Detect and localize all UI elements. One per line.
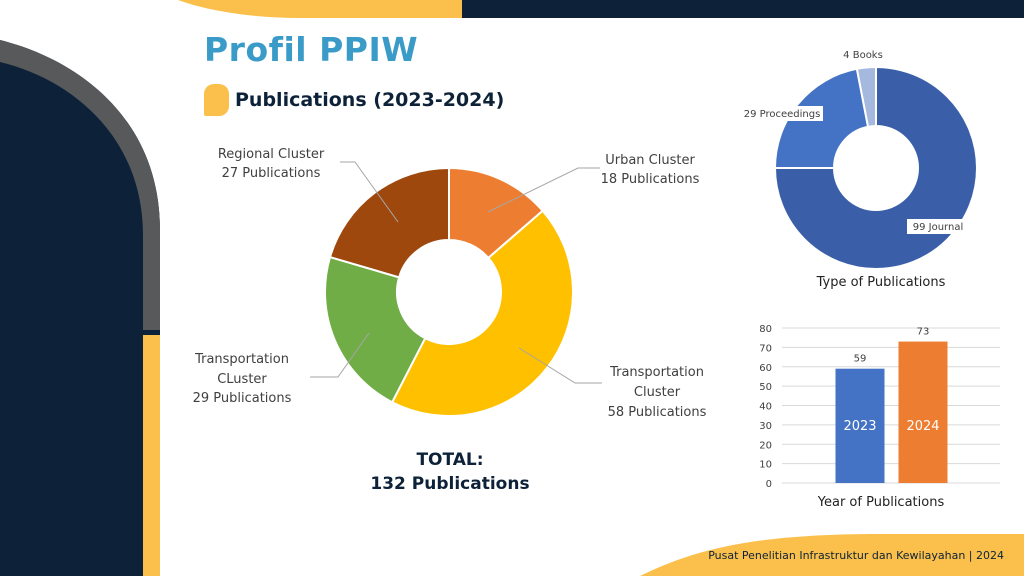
cluster-label-1-a: Transportation [609, 365, 704, 380]
bar-ytick-2: 20 [759, 440, 772, 451]
cluster-slice-3 [328, 166, 450, 279]
cluster-label-2-b: CLuster [217, 372, 267, 387]
left-yellow-strip [143, 335, 160, 576]
type-label-bg-2 [839, 47, 887, 62]
cluster-slice-1 [390, 209, 574, 417]
bar-category-label-0: 2023 [843, 419, 876, 434]
bar-ytick-0: 0 [766, 479, 772, 490]
bar-category-label-1: 2024 [906, 419, 939, 434]
cluster-label-3: Regional Cluster [218, 147, 325, 162]
cluster-slice-2 [324, 255, 427, 404]
type-label-2: 4 Books [843, 50, 883, 61]
total-line-1: TOTAL: [416, 450, 484, 470]
cluster-value-label-3: 27 Publications [222, 166, 321, 181]
bar-ytick-1: 10 [759, 460, 772, 471]
bar-ytick-7: 70 [759, 343, 772, 354]
cluster-label-0: Urban Cluster [605, 153, 695, 168]
total-line-2: 132 Publications [370, 474, 530, 494]
subtitle-marker [204, 84, 229, 116]
type-slice-0 [773, 65, 978, 270]
top-yellow-band [178, 0, 462, 18]
bar-0 [835, 368, 885, 483]
cluster-label-1-b: Cluster [634, 385, 681, 400]
cluster-value-label-1: 58 Publications [608, 405, 707, 420]
bar-chart-title: Year of Publications [817, 495, 945, 510]
type-chart-title: Type of Publications [816, 275, 946, 290]
bar-ytick-6: 60 [759, 363, 772, 374]
total-label: TOTAL: 132 Publications [350, 448, 550, 496]
type-label-1: 29 Proceedings [744, 109, 821, 120]
footer-text: Pusat Penelitian Infrastruktur dan Kewil… [708, 549, 1004, 562]
cluster-value-label-2: 29 Publications [193, 391, 292, 406]
cluster-leader-line-3 [340, 161, 399, 223]
bar-value-label-1: 73 [917, 327, 930, 338]
bottom-yellow-wave [640, 534, 1024, 576]
type-slice-2 [855, 65, 877, 128]
top-navy-band [462, 0, 1024, 18]
cluster-leader-line-2 [310, 332, 370, 378]
cluster-leader-line-0 [487, 167, 600, 213]
type-label-bg-1 [741, 106, 823, 121]
bar-ytick-8: 80 [759, 324, 772, 335]
page-title: Profil PPIW [204, 30, 419, 69]
page-subtitle: Publications (2023-2024) [235, 89, 505, 111]
bar-ytick-4: 40 [759, 402, 772, 413]
subtitle-group: Publications (2023-2024) [204, 84, 504, 116]
type-label-bg-0 [907, 219, 969, 234]
bar-ytick-3: 30 [759, 421, 772, 432]
cluster-label-2-a: Transportation [194, 352, 289, 367]
left-gray-arc [0, 40, 160, 330]
bar-ytick-5: 50 [759, 382, 772, 393]
cluster-leader-line-1 [518, 347, 602, 384]
bar-1 [898, 341, 948, 483]
bar-value-label-0: 59 [854, 354, 867, 365]
cluster-value-label-0: 18 Publications [601, 172, 700, 187]
type-label-0: 99 Journal [913, 222, 964, 233]
